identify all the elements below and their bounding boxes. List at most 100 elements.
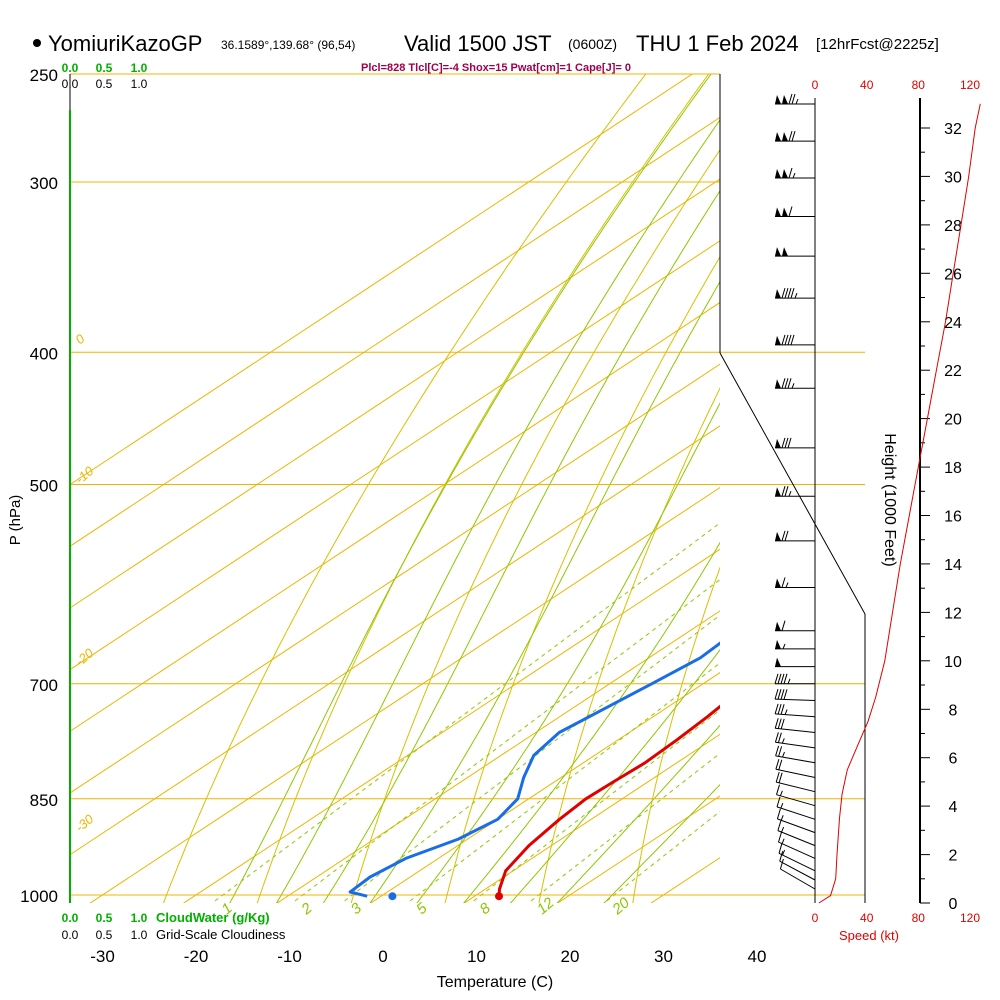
wind-barb-flag	[775, 578, 781, 588]
temperature-profile	[497, 704, 720, 897]
pressure-axis: 1000 850 700 500 400 300 250	[20, 66, 58, 906]
wind-barb-flag	[775, 657, 781, 667]
wind-barb-feather	[788, 93, 793, 105]
moist-adiabat-line	[509, 648, 720, 903]
moist-adiabat-line	[322, 189, 720, 903]
wind-barb-staff	[774, 698, 816, 701]
wind-barb-half-feather	[794, 292, 798, 299]
wind-barb	[777, 820, 816, 847]
isotherm-label: 0	[72, 331, 88, 348]
wind-barb-feather	[774, 703, 779, 715]
wind-barb-flag	[775, 207, 781, 217]
wind-barb-flag	[782, 132, 788, 142]
wind-barb-half-feather	[791, 383, 795, 389]
height-tick-label: 16	[944, 509, 962, 526]
wind-barb	[774, 673, 815, 685]
wind-barb	[778, 831, 816, 859]
height-tick-label: 4	[949, 799, 958, 816]
wind-barb-feather	[778, 843, 783, 854]
isotherm-line	[70, 240, 720, 671]
wind-barb-staff	[776, 806, 816, 820]
wind-barb	[775, 759, 816, 778]
wind-barb-flag	[782, 247, 788, 257]
mixing-ratio-label: 3	[348, 899, 366, 918]
wind-barb-flag	[775, 487, 781, 497]
cloudiness-tick-bottom: 0.5	[96, 928, 113, 942]
wind-barb	[775, 167, 815, 179]
pressure-tick-label: 300	[30, 174, 58, 193]
wind-barb-feather	[790, 334, 795, 346]
wind-barb	[775, 437, 815, 449]
wind-barb-feather	[788, 167, 793, 179]
wind-barb-feather	[780, 718, 785, 730]
wind-barb-feather	[781, 334, 786, 346]
wind-barb	[775, 657, 815, 668]
cloud-water-tick-top: 1.0	[131, 61, 148, 75]
speed-tick-top: 0	[812, 78, 819, 92]
cloud-water-tick-top: 0.5	[96, 61, 113, 75]
mixing-ratio-line	[344, 614, 720, 902]
wind-barb-flag	[775, 639, 781, 649]
wind-barb	[775, 577, 815, 588]
height-tick-label: 18	[944, 460, 962, 477]
mixing-ratio-lines	[214, 522, 720, 902]
wind-barb-feather	[778, 746, 783, 757]
wind-barb-feather	[791, 93, 796, 105]
wind-barb-feather	[784, 530, 789, 542]
isotherm-line	[70, 425, 720, 856]
wind-barb-feather	[784, 486, 789, 497]
wind-barb-staff	[780, 868, 816, 890]
isobar-lines	[70, 73, 865, 896]
wind-barb-flag	[775, 169, 781, 178]
wind-barb-feather	[780, 689, 785, 700]
wind-barb-feather	[791, 130, 796, 142]
dry-adiabat-line	[444, 255, 720, 903]
station-dot-icon	[33, 39, 41, 47]
mixing-ratio-label: 20	[608, 894, 633, 919]
pressure-tick-label: 500	[30, 477, 58, 496]
sounding-profiles	[348, 641, 720, 901]
wind-barb-feather	[787, 378, 792, 389]
surface-temperature-marker	[495, 892, 503, 901]
wind-barb-staff	[778, 841, 816, 859]
wind-barb-half-feather	[784, 709, 788, 715]
wind-barb-flag	[782, 207, 788, 217]
wind-barb-feather	[776, 808, 781, 820]
stability-indices: Plcl=828 Tlcl[C]=-4 Shox=15 Pwat[cm]=1 C…	[361, 62, 631, 74]
wind-barb	[775, 130, 815, 142]
moist-adiabat-line	[603, 784, 720, 903]
mixing-ratio-line	[473, 709, 720, 902]
wind-barb-half-feather	[780, 815, 784, 821]
wind-barb-feather	[777, 703, 782, 715]
speed-tick-top: 120	[960, 78, 980, 92]
wind-barb	[778, 843, 816, 872]
wind-barb-flag	[775, 289, 781, 299]
isotherm-label: -30	[72, 811, 97, 835]
cloudiness-tick-bottom: 0.0	[62, 928, 79, 942]
wind-barb-feather	[784, 334, 789, 346]
wind-barb-feather	[774, 718, 779, 729]
height-tick-label: 32	[944, 121, 962, 138]
height-axis-label: Height (1000 Feet)	[881, 433, 898, 566]
wind-barb-flag	[775, 379, 781, 389]
wind-barb-flag	[775, 247, 781, 257]
mixing-ratio-line	[214, 522, 720, 902]
temperature-tick-label: 30	[654, 947, 673, 966]
wind-barb-feather	[787, 437, 792, 449]
wind-barb-feather	[788, 130, 793, 142]
station-coords: 36.1589°,139.68° (96,54)	[221, 38, 355, 52]
moist-adiabat-line	[369, 280, 720, 903]
wind-barb-feather	[779, 851, 784, 862]
wind-barb-half-feather	[780, 803, 784, 809]
wind-barb	[775, 745, 816, 764]
wind-barb	[775, 620, 815, 632]
wind-barb-flag	[775, 95, 781, 104]
wind-barb-half-feather	[782, 849, 786, 856]
wind-barb-feather	[781, 620, 786, 631]
wind-barb	[775, 378, 815, 389]
wind-barb	[774, 703, 816, 718]
wind-panel-boundary	[719, 352, 866, 903]
temperature-tick-label: -10	[277, 947, 302, 966]
